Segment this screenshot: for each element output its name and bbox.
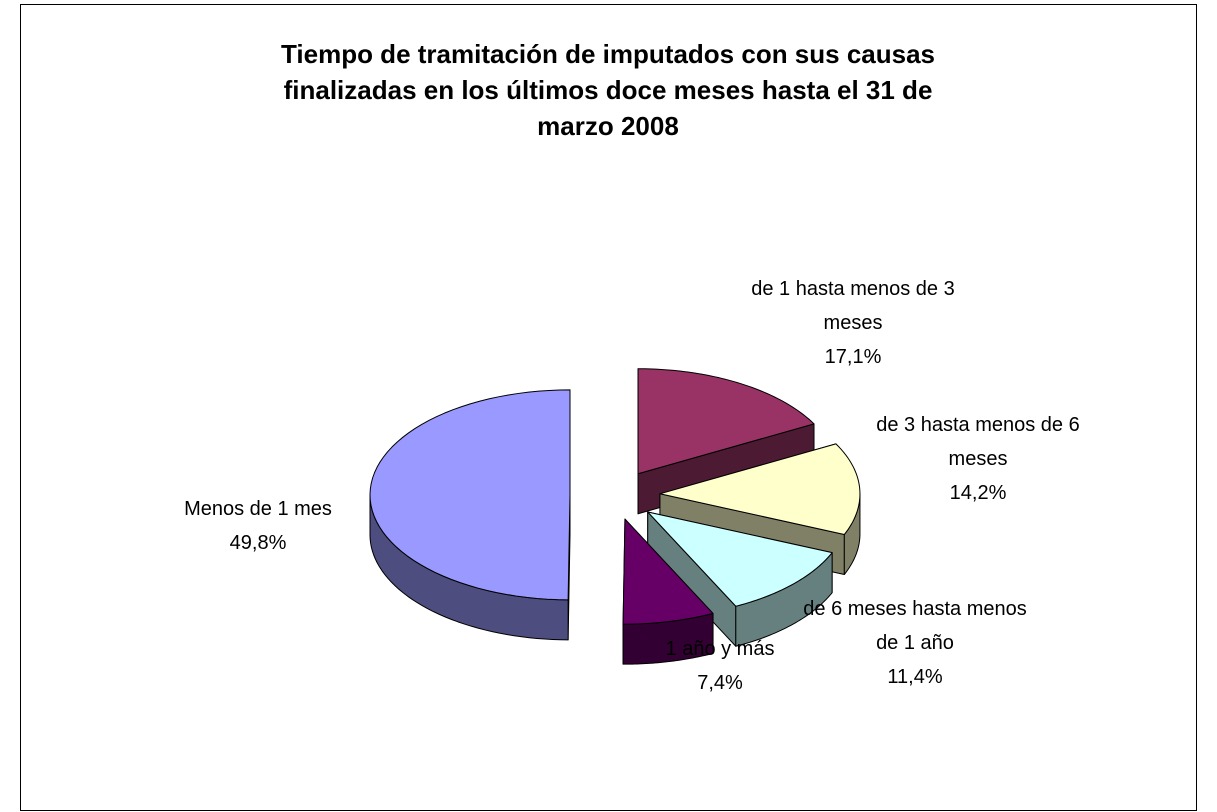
slice (637, 368, 815, 475)
data-label: Menos de 1 mes 49,8% (138, 492, 378, 560)
value-label: 17,1% (824, 346, 882, 368)
pie (369, 368, 861, 665)
data-label: 1 año y más 7,4% (635, 632, 805, 700)
data-label: de 6 meses hasta menos de 1 año 11,4% (790, 592, 1040, 694)
category-label: de 1 hasta menos de 3 meses (751, 278, 955, 334)
chart-frame (20, 4, 1197, 811)
slice (622, 518, 714, 625)
category-label: Menos de 1 mes (184, 498, 332, 520)
category-label: de 3 hasta menos de 6 meses (876, 414, 1080, 470)
value-label: 7,4% (697, 672, 743, 694)
value-label: 14,2% (949, 482, 1007, 504)
slice (647, 511, 833, 607)
category-label: de 6 meses hasta menos de 1 año (803, 598, 1027, 654)
chart-title: Tiempo de tramitación de imputados con s… (280, 39, 936, 141)
category-label: 1 año y más (665, 638, 775, 660)
slice (659, 443, 861, 535)
value-label: 11,4% (887, 666, 943, 688)
data-label: de 3 hasta menos de 6 meses 14,2% (853, 408, 1103, 510)
data-label: de 1 hasta menos de 3 meses 17,1% (723, 272, 983, 374)
slice (369, 389, 571, 601)
value-label: 49,8% (229, 532, 287, 554)
